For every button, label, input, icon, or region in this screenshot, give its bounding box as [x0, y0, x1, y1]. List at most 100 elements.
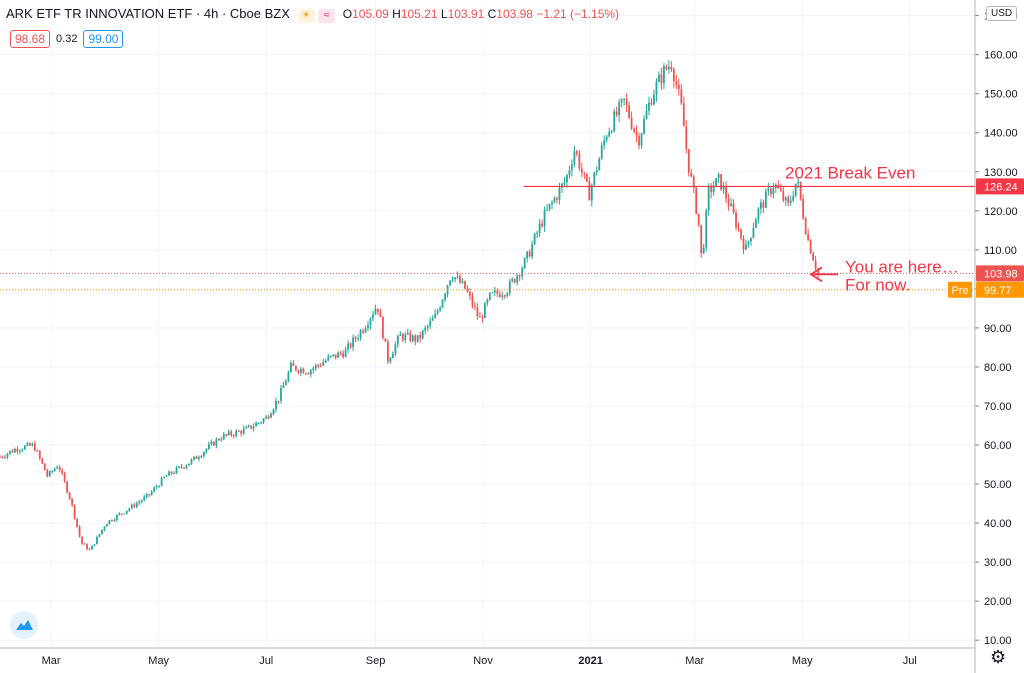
- gear-icon[interactable]: ⚙: [990, 647, 1007, 667]
- candle-body: [391, 353, 394, 358]
- sun-icon[interactable]: ☀: [297, 9, 315, 24]
- candle-body: [406, 332, 409, 335]
- candle-body: [618, 102, 621, 116]
- bid-button[interactable]: 98.68: [10, 30, 51, 48]
- candle-body: [439, 307, 442, 311]
- candle-body: [168, 471, 170, 476]
- candle-body: [740, 229, 742, 239]
- candle-body: [431, 318, 434, 321]
- open-label: O: [342, 7, 353, 21]
- candle-body: [645, 110, 648, 119]
- candle-body: [123, 513, 126, 515]
- candle-body: [732, 203, 735, 213]
- candle-body: [319, 365, 322, 367]
- candle-body: [118, 513, 121, 515]
- price-lines: [0, 185, 975, 291]
- candle-body: [506, 293, 509, 296]
- candle-body: [31, 443, 34, 446]
- time-axis[interactable]: Mar May Jul Sep Nov 2021 Mar May Jul: [0, 647, 975, 667]
- candle-body: [56, 467, 59, 469]
- candle-body: [491, 292, 494, 294]
- arrow-head: [809, 266, 823, 283]
- x-tick-label: Jul: [259, 655, 273, 667]
- ask-button[interactable]: 99.00: [83, 30, 124, 48]
- candle-body: [307, 373, 310, 375]
- candle-body: [394, 344, 397, 354]
- candle-body: [302, 368, 305, 374]
- candle-body: [814, 260, 817, 269]
- spread-value: 0.32: [56, 33, 78, 45]
- currency-button[interactable]: USD: [986, 6, 1018, 21]
- premarket-price-label-bg: [976, 281, 1024, 298]
- candle-body: [742, 238, 745, 250]
- candle-body: [459, 276, 461, 283]
- candle-body: [640, 133, 643, 146]
- tradingview-logo-icon[interactable]: [10, 611, 38, 639]
- here-annotation-line1: You are here…: [845, 257, 959, 276]
- x-tick-label: Mar: [685, 655, 704, 667]
- candle-body: [88, 549, 91, 551]
- candle-body: [272, 409, 275, 414]
- candle-body: [764, 191, 767, 208]
- candle-body: [198, 457, 200, 459]
- candle-body: [190, 459, 193, 464]
- candle-body: [725, 186, 727, 199]
- wave-icon[interactable]: ≈: [318, 9, 336, 24]
- y-tick-label: 80.00: [984, 362, 1012, 374]
- candle-body: [566, 175, 568, 183]
- candle-body: [600, 145, 603, 159]
- candle-body: [521, 268, 524, 277]
- candle-body: [245, 426, 248, 429]
- candle-body: [508, 281, 511, 294]
- candle-body: [108, 520, 111, 525]
- candle-body: [638, 135, 640, 146]
- candle-body: [153, 487, 156, 492]
- candle-body: [285, 381, 287, 386]
- candle-body: [692, 176, 695, 188]
- candle-body: [575, 151, 578, 154]
- candle-body: [735, 212, 737, 228]
- candle-body: [680, 89, 683, 104]
- candle-body: [752, 227, 755, 238]
- candle-body: [419, 335, 422, 339]
- candle-body: [314, 364, 317, 369]
- candle-body: [66, 481, 69, 493]
- candle-body: [290, 362, 292, 373]
- candle-body: [344, 349, 347, 357]
- candle-body: [436, 310, 439, 314]
- candle-body: [498, 293, 501, 297]
- candle-body: [456, 276, 459, 278]
- candle-body: [722, 186, 725, 190]
- candle-body: [200, 456, 203, 458]
- candlestick-series: [0, 60, 819, 551]
- candle-body: [61, 470, 64, 474]
- candle-body: [496, 290, 499, 294]
- y-tick-label: 20.00: [984, 596, 1012, 608]
- candle-body: [526, 251, 529, 259]
- premarket-tag-bg: [948, 281, 972, 298]
- price-axis[interactable]: 10.00 20.00 30.00 40.00 50.00 60.00 70.00 80.00…: [948, 0, 1024, 673]
- candle-body: [685, 126, 688, 149]
- candle-body: [48, 471, 51, 476]
- candle-body: [215, 439, 218, 446]
- candle-body: [653, 94, 655, 105]
- candle-body: [265, 416, 267, 419]
- candle-body: [304, 373, 307, 375]
- candle-body: [536, 232, 539, 234]
- candle-body: [747, 241, 750, 245]
- candle-body: [389, 357, 392, 362]
- candle-body: [757, 208, 760, 219]
- candle-body: [620, 99, 623, 103]
- candle-body: [548, 204, 551, 210]
- y-tick-label: 120.00: [984, 206, 1018, 218]
- candle-body: [317, 364, 320, 366]
- symbol-title[interactable]: ARK ETF TR INNOVATION ETF · 4h · Cboe BZ…: [6, 6, 290, 21]
- candle-body: [312, 368, 315, 371]
- y-tick-label: 30.00: [984, 557, 1012, 569]
- candle-body: [46, 470, 49, 476]
- last-price-label: 103.98: [984, 268, 1018, 280]
- candle-body: [558, 187, 561, 200]
- candle-body: [799, 181, 802, 200]
- candle-body: [469, 291, 471, 296]
